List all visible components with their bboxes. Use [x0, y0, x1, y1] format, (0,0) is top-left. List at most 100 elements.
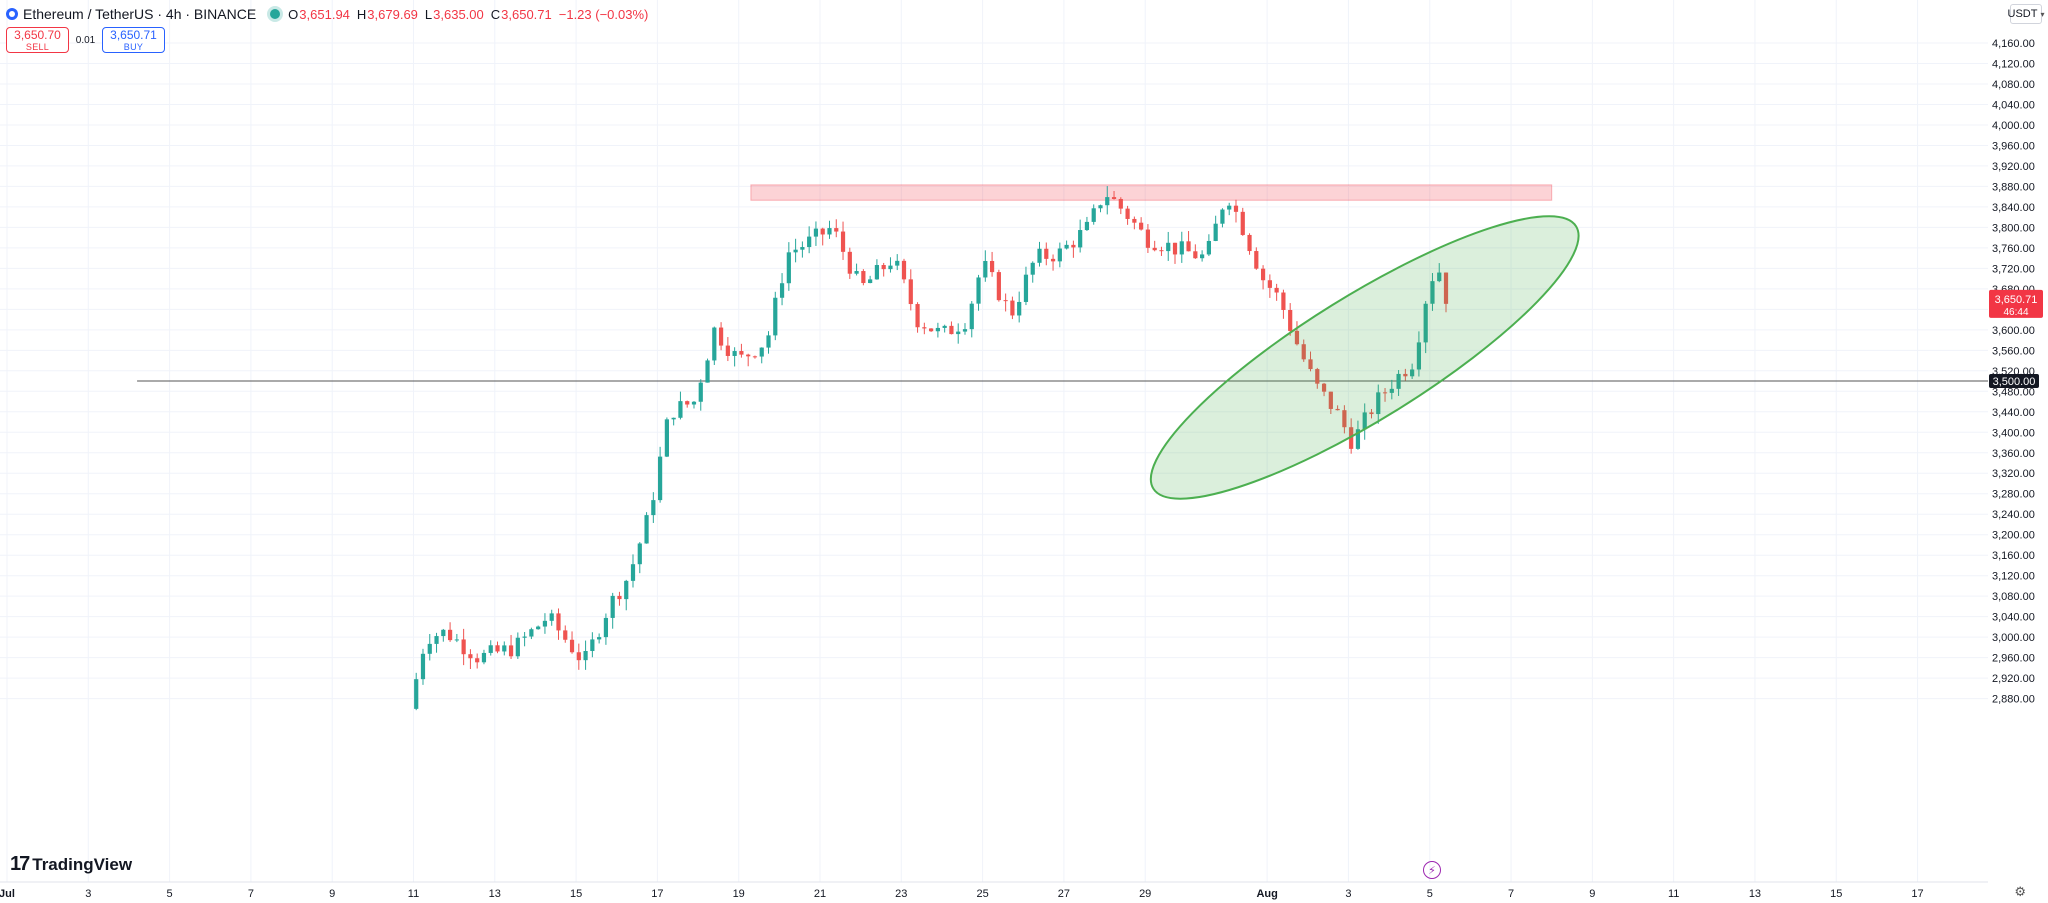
candle-down	[989, 260, 995, 273]
price-tick-label: 3,120.00	[1992, 571, 2035, 583]
time-tick-label: 5	[167, 888, 173, 900]
candle-up	[1437, 272, 1442, 282]
ohlc-low-key: L	[424, 6, 433, 22]
candle-up	[664, 419, 669, 457]
candle-down	[929, 328, 934, 332]
time-tick-label: 7	[1508, 888, 1514, 900]
time-tick-label: 11	[1668, 888, 1679, 900]
ethereum-logo-icon	[6, 8, 18, 20]
price-tick-label: 4,160.00	[1992, 38, 2035, 50]
candle-down	[1328, 391, 1333, 409]
chevron-down-icon: ▾	[2040, 9, 2045, 19]
price-tick-label: 3,040.00	[1992, 612, 2035, 624]
time-tick-label: 9	[329, 888, 335, 900]
candle-down	[1294, 330, 1300, 345]
spread-value: 0.01	[75, 34, 96, 46]
buy-button[interactable]: 3,650.71 BUY	[102, 27, 165, 53]
candle-down	[1139, 222, 1144, 230]
bar-countdown-label: 46:44	[2003, 307, 2028, 318]
candle-up	[1078, 230, 1083, 248]
candle-up	[1023, 274, 1029, 302]
candle-up	[488, 645, 493, 653]
time-tick-label: 29	[1139, 888, 1151, 900]
time-tick-label: 27	[1058, 888, 1070, 900]
candle-down	[840, 231, 846, 252]
price-tick-label: 3,280.00	[1992, 489, 2035, 501]
candle-down	[1315, 369, 1320, 384]
candle-up	[1166, 242, 1171, 252]
candle-down	[1159, 250, 1164, 252]
candle-up	[441, 629, 446, 637]
candle-up	[874, 265, 880, 280]
candle-up	[868, 279, 873, 284]
price-tick-label: 2,960.00	[1992, 653, 2035, 665]
time-tick-label: 19	[733, 888, 745, 900]
price-tick-label: 4,000.00	[1992, 120, 2035, 132]
candle-down	[1321, 383, 1327, 392]
brand-name: TradingView	[32, 854, 133, 874]
gear-icon[interactable]: ⚙	[2014, 884, 2026, 899]
candle-up	[1179, 241, 1184, 255]
ohlc-high-value: 3,679.69	[367, 6, 418, 22]
candle-down	[861, 271, 866, 284]
candle-up	[800, 247, 805, 250]
sell-button[interactable]: 3,650.70 SELL	[6, 27, 69, 53]
time-tick-label: 15	[1830, 888, 1842, 900]
candle-down	[1369, 412, 1374, 415]
candle-up	[766, 335, 771, 348]
candle-up	[549, 613, 554, 621]
candle-down	[908, 279, 913, 305]
candle-down	[1193, 251, 1198, 259]
candle-down	[739, 351, 744, 355]
ohlc-close-value: 3,650.71	[501, 6, 552, 22]
symbol-title[interactable]: Ethereum / TetherUS · 4h · BINANCE	[23, 6, 257, 22]
candle-up	[793, 249, 798, 253]
candle-up	[414, 679, 419, 709]
tradingview-logo[interactable]: 17 TradingView	[10, 853, 132, 876]
price-tick-label: 3,840.00	[1992, 202, 2035, 214]
time-tick-label: 25	[976, 888, 988, 900]
lightning-icon[interactable]: ⚡	[1423, 861, 1441, 879]
candle-up	[651, 500, 656, 516]
candle-down	[461, 639, 466, 655]
candle-down	[949, 325, 954, 335]
candle-down	[556, 613, 561, 631]
candle-down	[1152, 247, 1157, 251]
time-tick-label: 3	[85, 888, 91, 900]
candle-down	[563, 630, 568, 640]
candle-up	[671, 417, 676, 420]
time-axis[interactable]: Jul 3 5 7 9 11 13 15 17 19 21 23 25 27 29 Aug 3 5 7 9 11 13 15…	[0, 881, 1988, 900]
chart-grid	[0, 0, 1988, 882]
candle-up	[1362, 412, 1367, 430]
candle-up	[698, 382, 703, 402]
candle-up	[786, 252, 791, 284]
time-tick-label: 5	[1427, 888, 1433, 900]
currency-selector[interactable]: USDT ▾	[2008, 4, 2045, 24]
price-tick-label: 3,160.00	[1992, 550, 2035, 562]
candle-down	[1254, 251, 1259, 269]
candle-up	[1227, 205, 1232, 210]
candle-up	[969, 303, 974, 330]
candle-up	[691, 401, 697, 405]
price-axis[interactable]: 4,160.00 4,120.00 4,080.00 4,040.00 4,000.00…	[1988, 0, 2048, 903]
candle-down	[1281, 292, 1286, 310]
time-tick-label: 23	[895, 888, 907, 900]
sell-price: 3,650.70	[14, 28, 61, 42]
candle-up	[637, 543, 642, 565]
price-tick-label: 3,960.00	[1992, 140, 2035, 152]
candle-down	[746, 354, 751, 357]
candle-down	[1335, 408, 1340, 411]
ohlc-close-key: C	[490, 6, 501, 22]
candle-up	[773, 297, 778, 336]
candle-down	[1301, 344, 1306, 360]
candle-up	[502, 645, 507, 652]
price-tick-label: 3,320.00	[1992, 468, 2035, 480]
market-status-icon[interactable]	[270, 9, 281, 19]
price-tick-label: 3,000.00	[1992, 632, 2035, 644]
candle-down	[1111, 197, 1117, 199]
price-tick-label: 4,120.00	[1992, 58, 2035, 70]
candle-up	[1057, 248, 1062, 262]
candle-up	[427, 643, 432, 654]
ohlc-low: L3,635.00	[425, 7, 484, 22]
